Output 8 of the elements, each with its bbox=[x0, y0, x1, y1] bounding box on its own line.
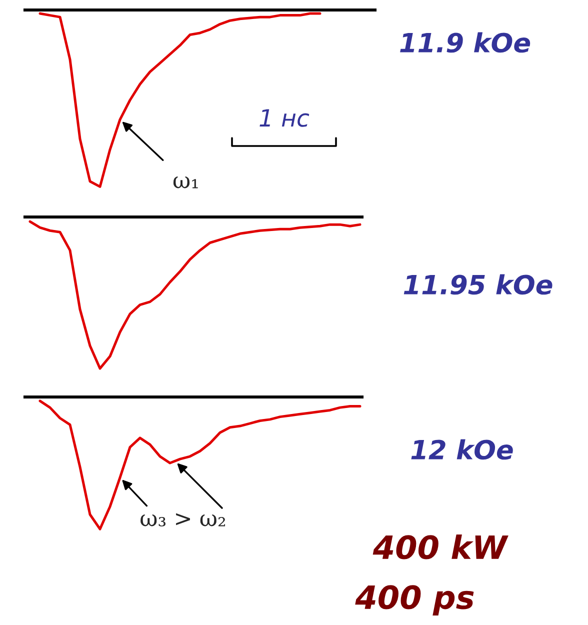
text: 12 kOe bbox=[411, 439, 513, 460]
annotation: 1 нс bbox=[260, 109, 310, 127]
text: 11.95 kOe bbox=[404, 274, 552, 295]
annotation: ω₃ > ω₂ bbox=[140, 513, 226, 526]
text: 400 ps bbox=[355, 585, 474, 616]
text: 400 kW bbox=[372, 534, 508, 560]
text: 11.9 kOe bbox=[400, 32, 530, 53]
annotation: ω₁ bbox=[173, 176, 198, 188]
